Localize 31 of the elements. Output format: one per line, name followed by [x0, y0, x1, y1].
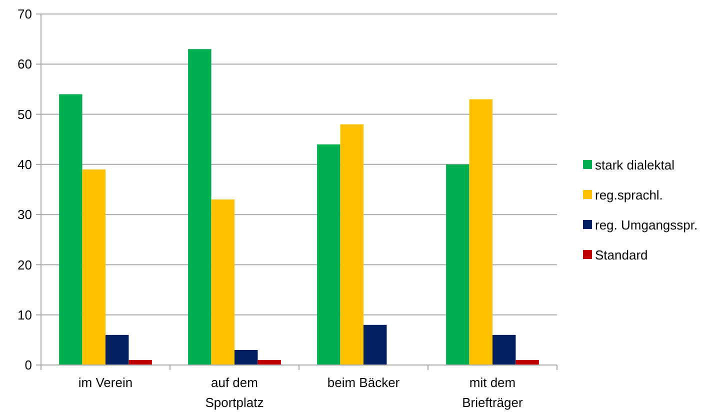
- bar: [469, 99, 492, 365]
- y-tick-label: 30: [18, 207, 32, 222]
- legend-label: stark dialektal: [595, 158, 675, 173]
- y-tick-label: 0: [24, 358, 32, 373]
- x-tick-label: auf dem Sportplatz: [205, 375, 264, 410]
- y-tick-label: 10: [18, 307, 32, 322]
- y-tick-label: 20: [18, 257, 32, 272]
- y-tick-label: 70: [18, 6, 32, 22]
- bar: [317, 144, 340, 365]
- bar: [106, 334, 129, 365]
- bar: [82, 169, 106, 365]
- legend-label: reg. Umgangsspr.: [595, 218, 698, 233]
- bar: [128, 360, 152, 365]
- bar: [211, 200, 234, 365]
- y-tick-label: 50: [18, 106, 32, 122]
- bar: [340, 124, 364, 365]
- bar: [258, 360, 281, 365]
- bar: [492, 334, 516, 365]
- x-tick-label: mit dem Briefträger: [462, 375, 524, 410]
- legend-label: reg.sprachl.: [595, 188, 663, 203]
- bar: [188, 49, 212, 365]
- x-tick-label: beim Bäcker: [327, 375, 400, 390]
- y-tick-label: 40: [18, 156, 32, 172]
- y-tick-label: 60: [18, 56, 32, 72]
- bar: [59, 94, 82, 365]
- legend-label: Standard: [595, 248, 648, 263]
- bar: [234, 350, 258, 365]
- bar: [516, 360, 539, 365]
- bar: [364, 324, 387, 365]
- bar: [446, 164, 470, 365]
- x-tick-label: im Verein: [78, 375, 133, 390]
